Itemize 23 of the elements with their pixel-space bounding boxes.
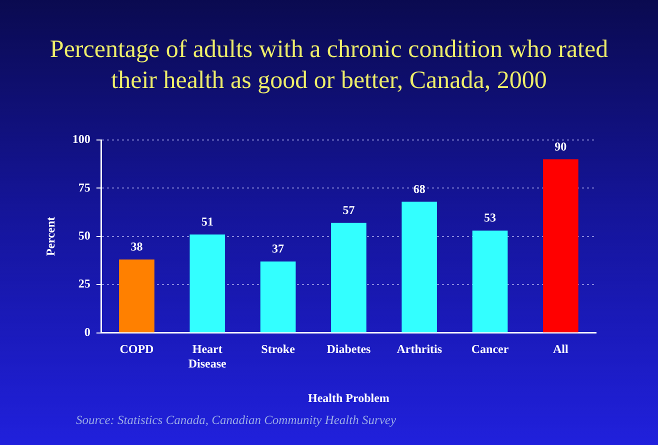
x-tick-label: All xyxy=(553,342,569,356)
data-label: 57 xyxy=(342,203,355,217)
x-axis-title: Health Problem xyxy=(308,390,390,405)
y-tick-label: 25 xyxy=(78,276,90,291)
y-axis-title: Percent xyxy=(43,216,58,256)
x-tick-label: Diabetes xyxy=(326,342,372,356)
y-tick-label: 0 xyxy=(84,324,90,339)
y-tick-label: 75 xyxy=(78,180,90,194)
source-note: Source: Statistics Canada, Canadian Community Health Survey xyxy=(76,413,396,428)
x-tick-label: COPD xyxy=(120,342,154,356)
y-tick-label: 100 xyxy=(72,132,90,146)
data-label: 68 xyxy=(413,182,426,196)
x-tick-label: Stroke xyxy=(261,342,296,356)
chart-title: Percentage of adults with a chronic condition who rated their health as good or better, Canada, 2000 xyxy=(48,35,610,96)
x-tick-label: Cancer xyxy=(471,342,510,356)
data-label: 38 xyxy=(130,240,143,254)
x-tick-label: Arthritis xyxy=(396,342,442,356)
data-label: 53 xyxy=(484,210,496,225)
data-label: 51 xyxy=(201,214,214,229)
x-tick-label: Heart Disease xyxy=(188,342,228,370)
data-label: 90 xyxy=(554,139,567,154)
y-tick-label: 50 xyxy=(78,228,90,242)
data-label: 37 xyxy=(272,242,284,256)
